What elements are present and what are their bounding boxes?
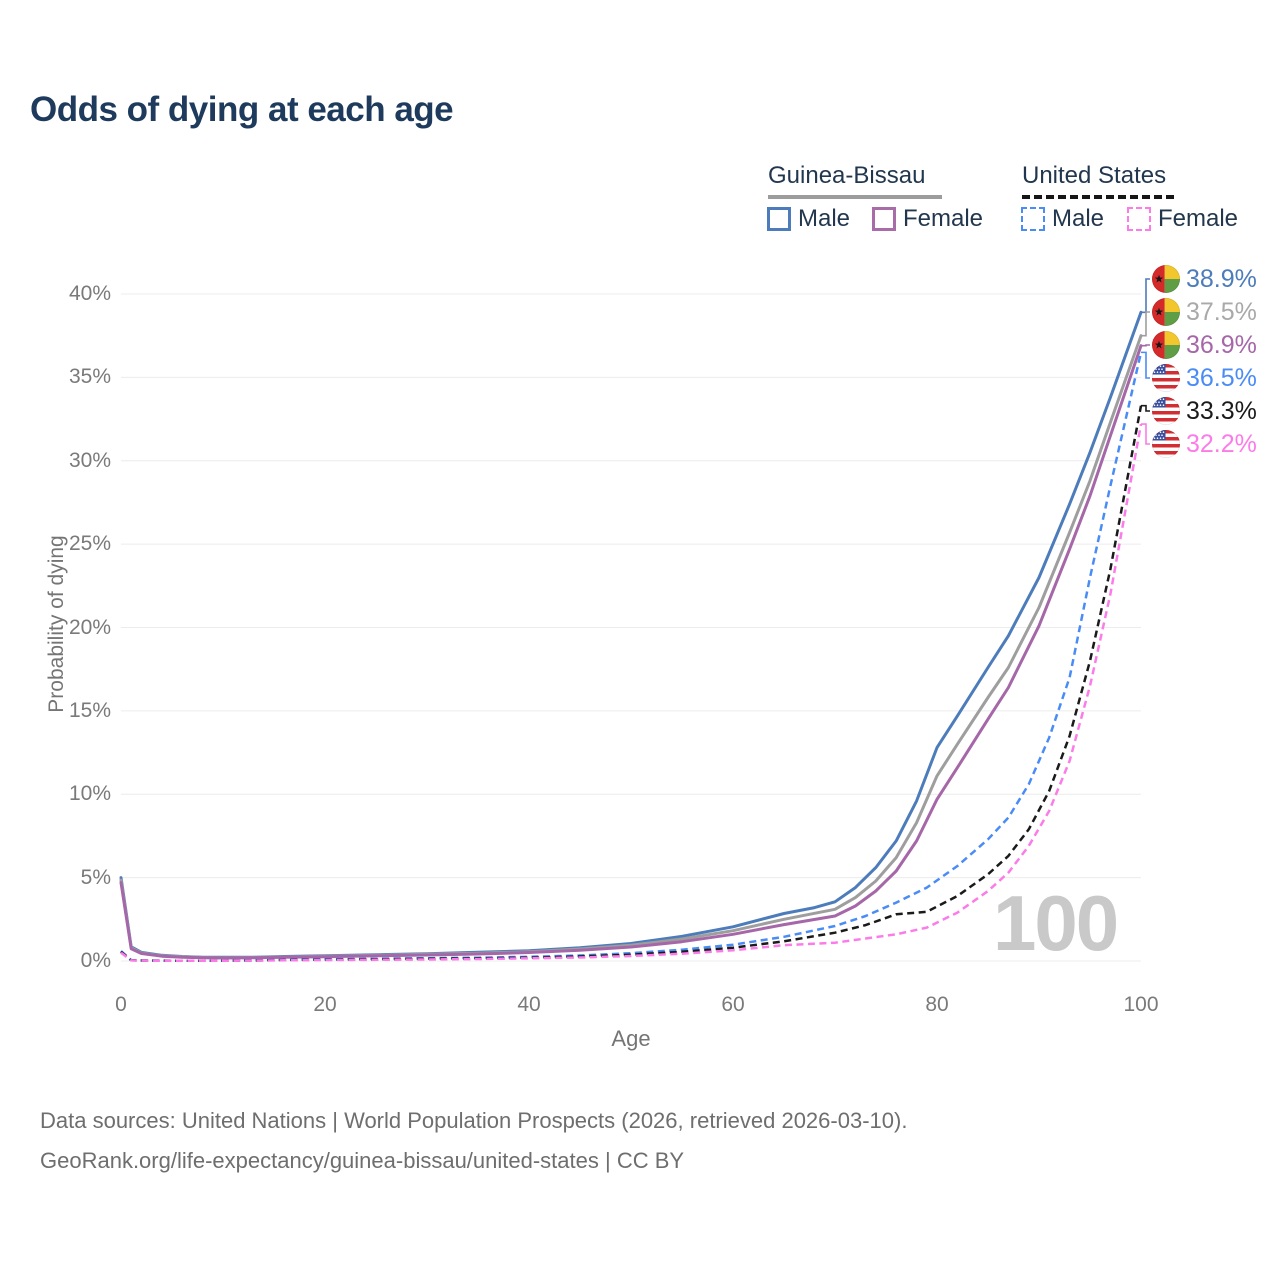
y-tick-label: 25%: [68, 532, 111, 556]
leader-line-gw-female: [1141, 344, 1150, 347]
leader-line-us-male: [1141, 351, 1150, 379]
us-male-swatch-icon: [1021, 207, 1045, 231]
y-tick-label: 15%: [68, 698, 111, 722]
united-states-flag-icon: [1151, 396, 1181, 426]
end-value-label-us-male: 36.5%: [1186, 364, 1257, 392]
leader-line-us-female: [1141, 423, 1150, 445]
end-value-label-gw-all: 37.5%: [1186, 298, 1257, 326]
leader-line-gw-all: [1141, 311, 1150, 337]
guinea-bissau-flag-icon: [1151, 330, 1181, 360]
data-source-line2: GeoRank.org/life-expectancy/guinea-bissa…: [40, 1148, 685, 1173]
end-value-label-us-female: 32.2%: [1186, 430, 1257, 458]
legend-item-gw-male[interactable]: Male: [767, 205, 851, 232]
curve-gw-female: [119, 344, 1143, 960]
age-counter-watermark: 100: [993, 879, 1119, 967]
y-tick-label: 35%: [68, 365, 111, 389]
curve-us-male: [120, 352, 1143, 962]
united-states-flag-icon: [1151, 363, 1181, 393]
guinea-bissau-flag-icon: [1151, 297, 1181, 327]
curve-gw-male: [119, 310, 1143, 959]
us-female-swatch-icon: [1127, 207, 1151, 231]
x-tick-label: 20: [313, 993, 337, 1016]
legend-item-us-female[interactable]: Female: [1127, 205, 1239, 232]
legend-item-gw-female[interactable]: Female: [872, 205, 984, 232]
y-tick-label: 30%: [68, 448, 111, 472]
gw-female-swatch-icon: [872, 207, 896, 231]
curve-us-female: [120, 423, 1143, 963]
legend-item-label: Male: [798, 205, 851, 232]
y-tick-label: 20%: [68, 615, 111, 639]
end-value-label-gw-male: 38.9%: [1186, 265, 1257, 293]
legend-item-us-male[interactable]: Male: [1021, 205, 1105, 232]
legend-group-guinea-bissau[interactable]: Guinea-Bissau: [768, 162, 942, 199]
gw-male-swatch-icon: [767, 207, 791, 231]
curve-gw-all: [119, 334, 1143, 960]
leader-line-gw-male: [1141, 278, 1150, 314]
guinea-bissau-flag-icon: [1151, 297, 1181, 327]
united-states-flag-icon: [1151, 429, 1181, 459]
legend-item-label: Female: [1158, 205, 1239, 232]
united-states-flag-icon: [1151, 363, 1181, 393]
x-axis-title: Age: [611, 1026, 651, 1051]
x-tick-label: 40: [517, 993, 541, 1016]
guinea-bissau-flag-icon: [1151, 330, 1181, 360]
data-source-line1: Data sources: United Nations | World Pop…: [40, 1108, 908, 1133]
y-tick-label: 40%: [68, 282, 111, 305]
end-value-label-gw-female: 36.9%: [1186, 331, 1257, 359]
united-states-flag-icon: [1151, 429, 1181, 459]
x-tick-label: 0: [115, 993, 127, 1016]
guinea-bissau-flag-icon: [1151, 264, 1181, 294]
legend-group-united-states[interactable]: United States: [1022, 162, 1174, 199]
legend-item-label: Male: [1052, 205, 1105, 232]
x-tick-label: 100: [1123, 993, 1159, 1016]
united-states-flag-icon: [1151, 396, 1181, 426]
y-tick-label: 10%: [68, 782, 111, 806]
x-tick-label: 80: [925, 993, 949, 1016]
y-tick-label: 0%: [80, 949, 111, 972]
end-value-label-us-all: 33.3%: [1186, 397, 1257, 425]
legend-item-label: Female: [903, 205, 984, 232]
page-title: Odds of dying at each age: [30, 90, 454, 129]
y-tick-label: 5%: [80, 865, 111, 889]
x-tick-label: 60: [721, 993, 745, 1016]
guinea-bissau-flag-icon: [1151, 264, 1181, 294]
leader-line-us-all: [1141, 404, 1150, 412]
